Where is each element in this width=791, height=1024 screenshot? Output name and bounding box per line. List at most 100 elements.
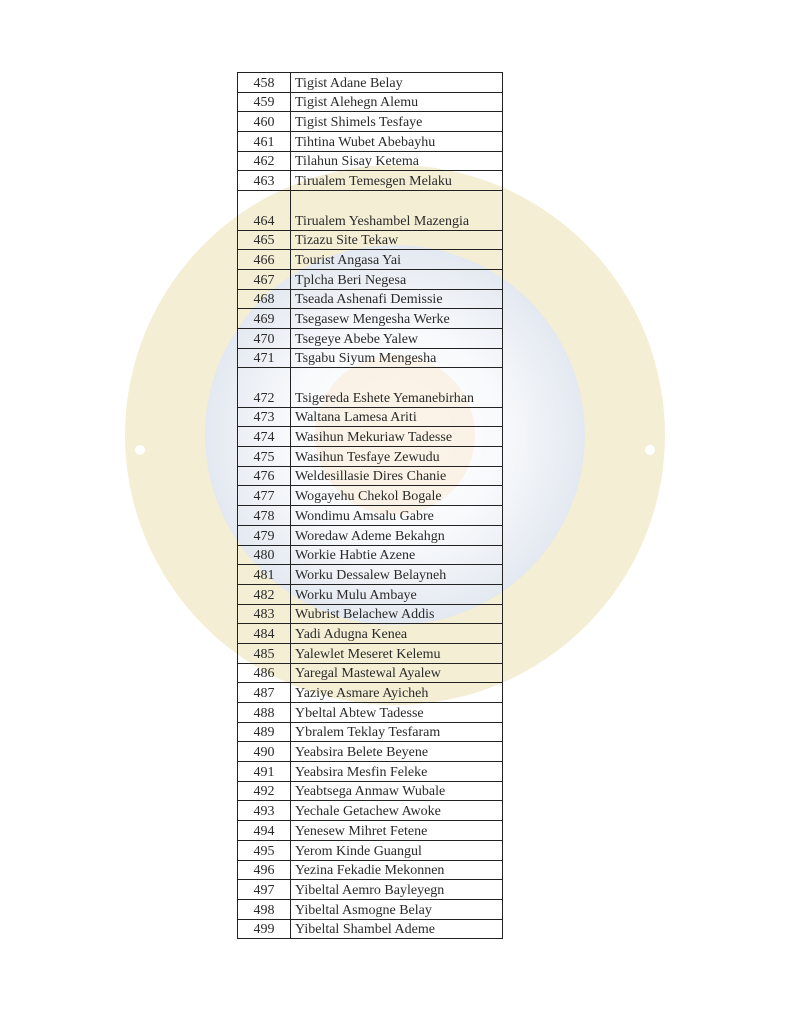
table-row: 478 Wondimu Amsalu Gabre: [237, 505, 503, 526]
table-row: 481 Worku Dessalew Belayneh: [237, 564, 503, 585]
row-name: Tplcha Beri Negesa: [290, 268, 503, 290]
table-row: 476 Weldesillasie Dires Chanie: [237, 465, 503, 487]
row-number: 482: [237, 583, 291, 605]
table-row: 475 Wasihun Tesfaye Zewudu: [237, 446, 503, 467]
row-number: 463: [237, 170, 291, 192]
row-name: Yibeltal Asmogne Belay: [290, 898, 503, 920]
row-name: Wondimu Amsalu Gabre: [290, 505, 503, 526]
row-name: Workie Habtie Azene: [290, 544, 503, 566]
row-number: 478: [237, 505, 291, 526]
row-number: 462: [237, 150, 291, 172]
row-name: Woredaw Ademe Bekahgn: [290, 524, 503, 546]
row-number: 497: [237, 879, 291, 900]
table-row: 490 Yeabsira Belete Beyene: [237, 741, 503, 763]
table-row: 491 Yeabsira Mesfin Feleke: [237, 761, 503, 782]
row-number: 487: [237, 682, 291, 704]
table-row: 496 Yezina Fekadie Mekonnen: [237, 859, 503, 881]
row-number: 460: [237, 111, 291, 133]
table-row: 467 Tplcha Beri Negesa: [237, 268, 503, 290]
row-name: Tilahun Sisay Ketema: [290, 150, 503, 172]
row-name: Yaziye Asmare Ayicheh: [290, 682, 503, 704]
row-number: 492: [237, 780, 291, 802]
table-row: 479 Woredaw Ademe Bekahgn: [237, 524, 503, 546]
table-row: 472 Tsigereda Eshete Yemanebirhan: [237, 367, 503, 408]
table-row: 483 Wubrist Belachew Addis: [237, 603, 503, 625]
table-row: 463 Tirualem Temesgen Melaku: [237, 170, 503, 192]
table-row: 477 Wogayehu Chekol Bogale: [237, 485, 503, 507]
table-row: 459 Tigist Alehegn Alemu: [237, 91, 503, 113]
row-name: Yeabsira Belete Beyene: [290, 741, 503, 763]
table-row: 494 Yenesew Mihret Fetene: [237, 820, 503, 841]
row-number: 466: [237, 249, 291, 270]
row-number: 474: [237, 426, 291, 448]
row-name: Yeabsira Mesfin Feleke: [290, 761, 503, 782]
row-name: Tsigereda Eshete Yemanebirhan: [290, 367, 503, 408]
table-row: 492 Yeabtsega Anmaw Wubale: [237, 780, 503, 802]
row-number: 489: [237, 721, 291, 743]
row-name: Yibeltal Shambel Ademe: [290, 918, 503, 940]
row-number: 494: [237, 820, 291, 841]
row-name: Tigist Shimels Tesfaye: [290, 111, 503, 133]
row-number: 477: [237, 485, 291, 507]
table-row: 487 Yaziye Asmare Ayicheh: [237, 682, 503, 704]
table-row: 464 Tirualem Yeshambel Mazengia: [237, 190, 503, 231]
row-number: 491: [237, 761, 291, 782]
row-name: Yadi Adugna Kenea: [290, 623, 503, 644]
table-row: 482 Worku Mulu Ambaye: [237, 583, 503, 605]
table-row: 484 Yadi Adugna Kenea: [237, 623, 503, 644]
table-row: 486 Yaregal Mastewal Ayalew: [237, 662, 503, 684]
row-name: Yerom Kinde Guangul: [290, 839, 503, 861]
row-name: Tizazu Site Tekaw: [290, 229, 503, 251]
row-name: Tseada Ashenafi Demissie: [290, 288, 503, 310]
row-name: Tourist Angasa Yai: [290, 249, 503, 270]
row-name: Yalewlet Meseret Kelemu: [290, 642, 503, 664]
row-name: Yibeltal Aemro Bayleyegn: [290, 879, 503, 900]
row-name: Tsegasew Mengesha Werke: [290, 308, 503, 329]
row-number: 483: [237, 603, 291, 625]
table-row: 480 Workie Habtie Azene: [237, 544, 503, 566]
row-number: 469: [237, 308, 291, 329]
table-row: 465 Tizazu Site Tekaw: [237, 229, 503, 251]
table-row: 495 Yerom Kinde Guangul: [237, 839, 503, 861]
row-number: 490: [237, 741, 291, 763]
row-name: Wasihun Tesfaye Zewudu: [290, 446, 503, 467]
row-number: 485: [237, 642, 291, 664]
table-row: 469 Tsegasew Mengesha Werke: [237, 308, 503, 329]
row-number: 475: [237, 446, 291, 467]
row-number: 499: [237, 918, 291, 940]
table-row: 466 Tourist Angasa Yai: [237, 249, 503, 270]
row-name: Worku Dessalew Belayneh: [290, 564, 503, 585]
row-number: 484: [237, 623, 291, 644]
row-name: Ybralem Teklay Tesfaram: [290, 721, 503, 743]
table-row: 497 Yibeltal Aemro Bayleyegn: [237, 879, 503, 900]
row-name: Tsgabu Siyum Mengesha: [290, 347, 503, 369]
row-number: 465: [237, 229, 291, 251]
row-number: 470: [237, 327, 291, 349]
row-name: Tigist Adane Belay: [290, 72, 503, 93]
row-name: Yezina Fekadie Mekonnen: [290, 859, 503, 881]
table-row: 499 Yibeltal Shambel Ademe: [237, 918, 503, 940]
row-number: 467: [237, 268, 291, 290]
row-name: Ybeltal Abtew Tadesse: [290, 702, 503, 723]
table-row: 470 Tsegeye Abebe Yalew: [237, 327, 503, 349]
row-name: Yaregal Mastewal Ayalew: [290, 662, 503, 684]
table-row: 458 Tigist Adane Belay: [237, 72, 503, 93]
table-row: 461 Tihtina Wubet Abebayhu: [237, 131, 503, 152]
table-row: 489 Ybralem Teklay Tesfaram: [237, 721, 503, 743]
table-row: 485 Yalewlet Meseret Kelemu: [237, 642, 503, 664]
table-row: 471 Tsgabu Siyum Mengesha: [237, 347, 503, 369]
row-name: Tigist Alehegn Alemu: [290, 91, 503, 113]
row-number: 471: [237, 347, 291, 369]
row-name: Tihtina Wubet Abebayhu: [290, 131, 503, 152]
names-table: 458 Tigist Adane Belay 459 Tigist Alehegn A…: [237, 72, 503, 940]
row-number: 459: [237, 91, 291, 113]
row-number: 488: [237, 702, 291, 723]
row-name: Tirualem Yeshambel Mazengia: [290, 190, 503, 231]
table-row: 493 Yechale Getachew Awoke: [237, 800, 503, 822]
row-number: 480: [237, 544, 291, 566]
row-number: 476: [237, 465, 291, 487]
table-row: 468 Tseada Ashenafi Demissie: [237, 288, 503, 310]
row-name: Tirualem Temesgen Melaku: [290, 170, 503, 192]
row-number: 493: [237, 800, 291, 822]
row-number: 472: [237, 367, 291, 408]
